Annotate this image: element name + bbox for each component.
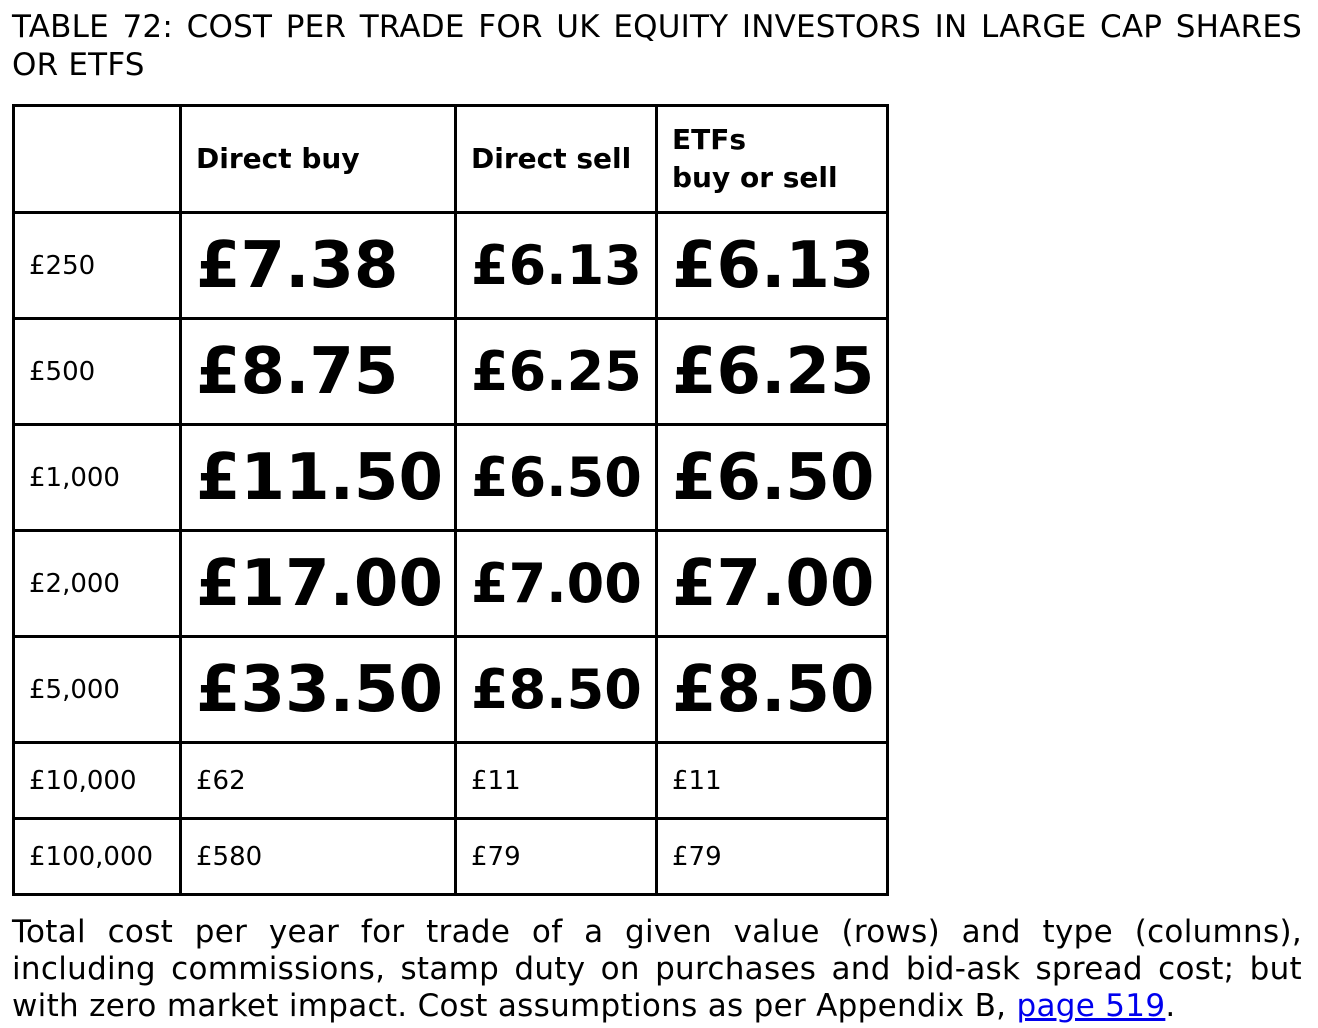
caption-end: . — [1165, 988, 1176, 1024]
etfs-cell: £6.50 — [655, 423, 889, 532]
direct-sell-cell: £11 — [454, 741, 658, 820]
direct-buy-cell: £17.00 — [179, 529, 457, 638]
etfs-header-line1: ETFs — [672, 123, 747, 156]
direct-buy-header: Direct buy — [179, 104, 457, 214]
cost-table: Direct buy Direct sell ETFs buy or sell … — [12, 104, 889, 896]
table-row: £10,000 £62 £11 £11 — [12, 741, 889, 820]
direct-buy-cell: £7.38 — [179, 211, 457, 320]
etfs-cell: £6.13 — [655, 211, 889, 320]
table-row: £250 £7.38 £6.13 £6.13 — [12, 211, 889, 320]
trade-value-cell: £2,000 — [12, 529, 182, 638]
etfs-cell: £6.25 — [655, 317, 889, 426]
direct-sell-header: Direct sell — [454, 104, 658, 214]
direct-sell-cell: £6.25 — [454, 317, 658, 426]
caption-text: Total cost per year for trade of a given… — [12, 914, 1302, 1024]
trade-value-cell: £5,000 — [12, 635, 182, 744]
direct-buy-cell: £8.75 — [179, 317, 457, 426]
table-row: £500 £8.75 £6.25 £6.25 — [12, 317, 889, 426]
table-row: £100,000 £580 £79 £79 — [12, 817, 889, 896]
direct-buy-cell: £62 — [179, 741, 457, 820]
direct-buy-cell: £11.50 — [179, 423, 457, 532]
direct-sell-cell: £79 — [454, 817, 658, 896]
direct-sell-cell: £6.50 — [454, 423, 658, 532]
direct-sell-cell: £7.00 — [454, 529, 658, 638]
etfs-cell: £7.00 — [655, 529, 889, 638]
trade-value-cell: £250 — [12, 211, 182, 320]
etfs-cell: £79 — [655, 817, 889, 896]
direct-sell-cell: £6.13 — [454, 211, 658, 320]
table-row: £5,000 £33.50 £8.50 £8.50 — [12, 635, 889, 744]
table-header-row: Direct buy Direct sell ETFs buy or sell — [12, 104, 889, 214]
etfs-header: ETFs buy or sell — [655, 104, 889, 214]
corner-header-cell — [12, 104, 182, 214]
etfs-header-line2: buy or sell — [672, 161, 838, 194]
table-title: TABLE 72: COST PER TRADE FOR UK EQUITY I… — [12, 9, 1302, 83]
trade-value-cell: £1,000 — [12, 423, 182, 532]
page-reference-link[interactable]: page 519 — [1016, 988, 1166, 1024]
table-caption: Total cost per year for trade of a given… — [12, 914, 1302, 1025]
direct-buy-cell: £33.50 — [179, 635, 457, 744]
direct-buy-cell: £580 — [179, 817, 457, 896]
trade-value-cell: £500 — [12, 317, 182, 426]
trade-value-cell: £10,000 — [12, 741, 182, 820]
direct-sell-cell: £8.50 — [454, 635, 658, 744]
table-row: £2,000 £17.00 £7.00 £7.00 — [12, 529, 889, 638]
etfs-cell: £11 — [655, 741, 889, 820]
etfs-cell: £8.50 — [655, 635, 889, 744]
trade-value-cell: £100,000 — [12, 817, 182, 896]
table-row: £1,000 £11.50 £6.50 £6.50 — [12, 423, 889, 532]
